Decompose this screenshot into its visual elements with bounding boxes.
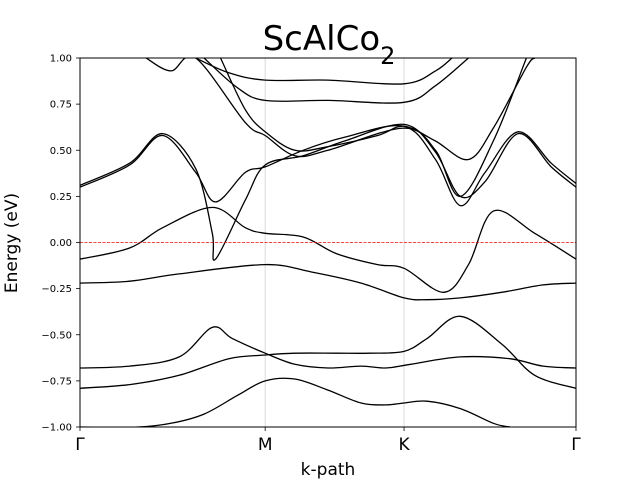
band-line xyxy=(80,263,576,301)
band-line xyxy=(145,58,528,198)
plot-frame xyxy=(79,57,577,428)
plot-area: Γ M K Γ−1.00−0.75−0.50−0.250.000.250.500.75… xyxy=(41,54,581,456)
x-tick-label: Γ xyxy=(571,435,581,455)
band-line xyxy=(195,58,453,85)
band-line xyxy=(203,58,469,104)
x-tick-label: K xyxy=(398,435,410,455)
x-tick-label: M xyxy=(258,435,273,455)
y-tick-label: 0.75 xyxy=(50,100,72,111)
band-line xyxy=(80,377,511,427)
chart-title: ScAlCo2 xyxy=(263,19,396,70)
y-tick-label: −0.50 xyxy=(41,330,72,341)
y-tick-label: −0.25 xyxy=(41,284,72,295)
band-line xyxy=(80,206,576,293)
x-tick-label: Γ xyxy=(75,435,85,455)
band-line xyxy=(80,315,576,389)
band-line xyxy=(80,124,576,207)
y-tick-label: −1.00 xyxy=(41,423,72,434)
chart-title-main: ScAlCo xyxy=(263,19,381,59)
y-tick-label: 0.00 xyxy=(50,238,72,249)
y-tick-label: 0.25 xyxy=(50,192,72,203)
y-tick-label: 0.50 xyxy=(50,146,72,157)
chart-title-subscript: 2 xyxy=(380,42,395,70)
band-line xyxy=(219,58,536,161)
y-tick-label: −0.75 xyxy=(41,376,72,387)
y-tick-label: 1.00 xyxy=(50,54,72,65)
band-line xyxy=(80,123,576,261)
x-axis-label: k-path xyxy=(301,460,356,480)
band-line xyxy=(80,326,576,369)
y-axis-label: Energy (eV) xyxy=(2,193,22,293)
